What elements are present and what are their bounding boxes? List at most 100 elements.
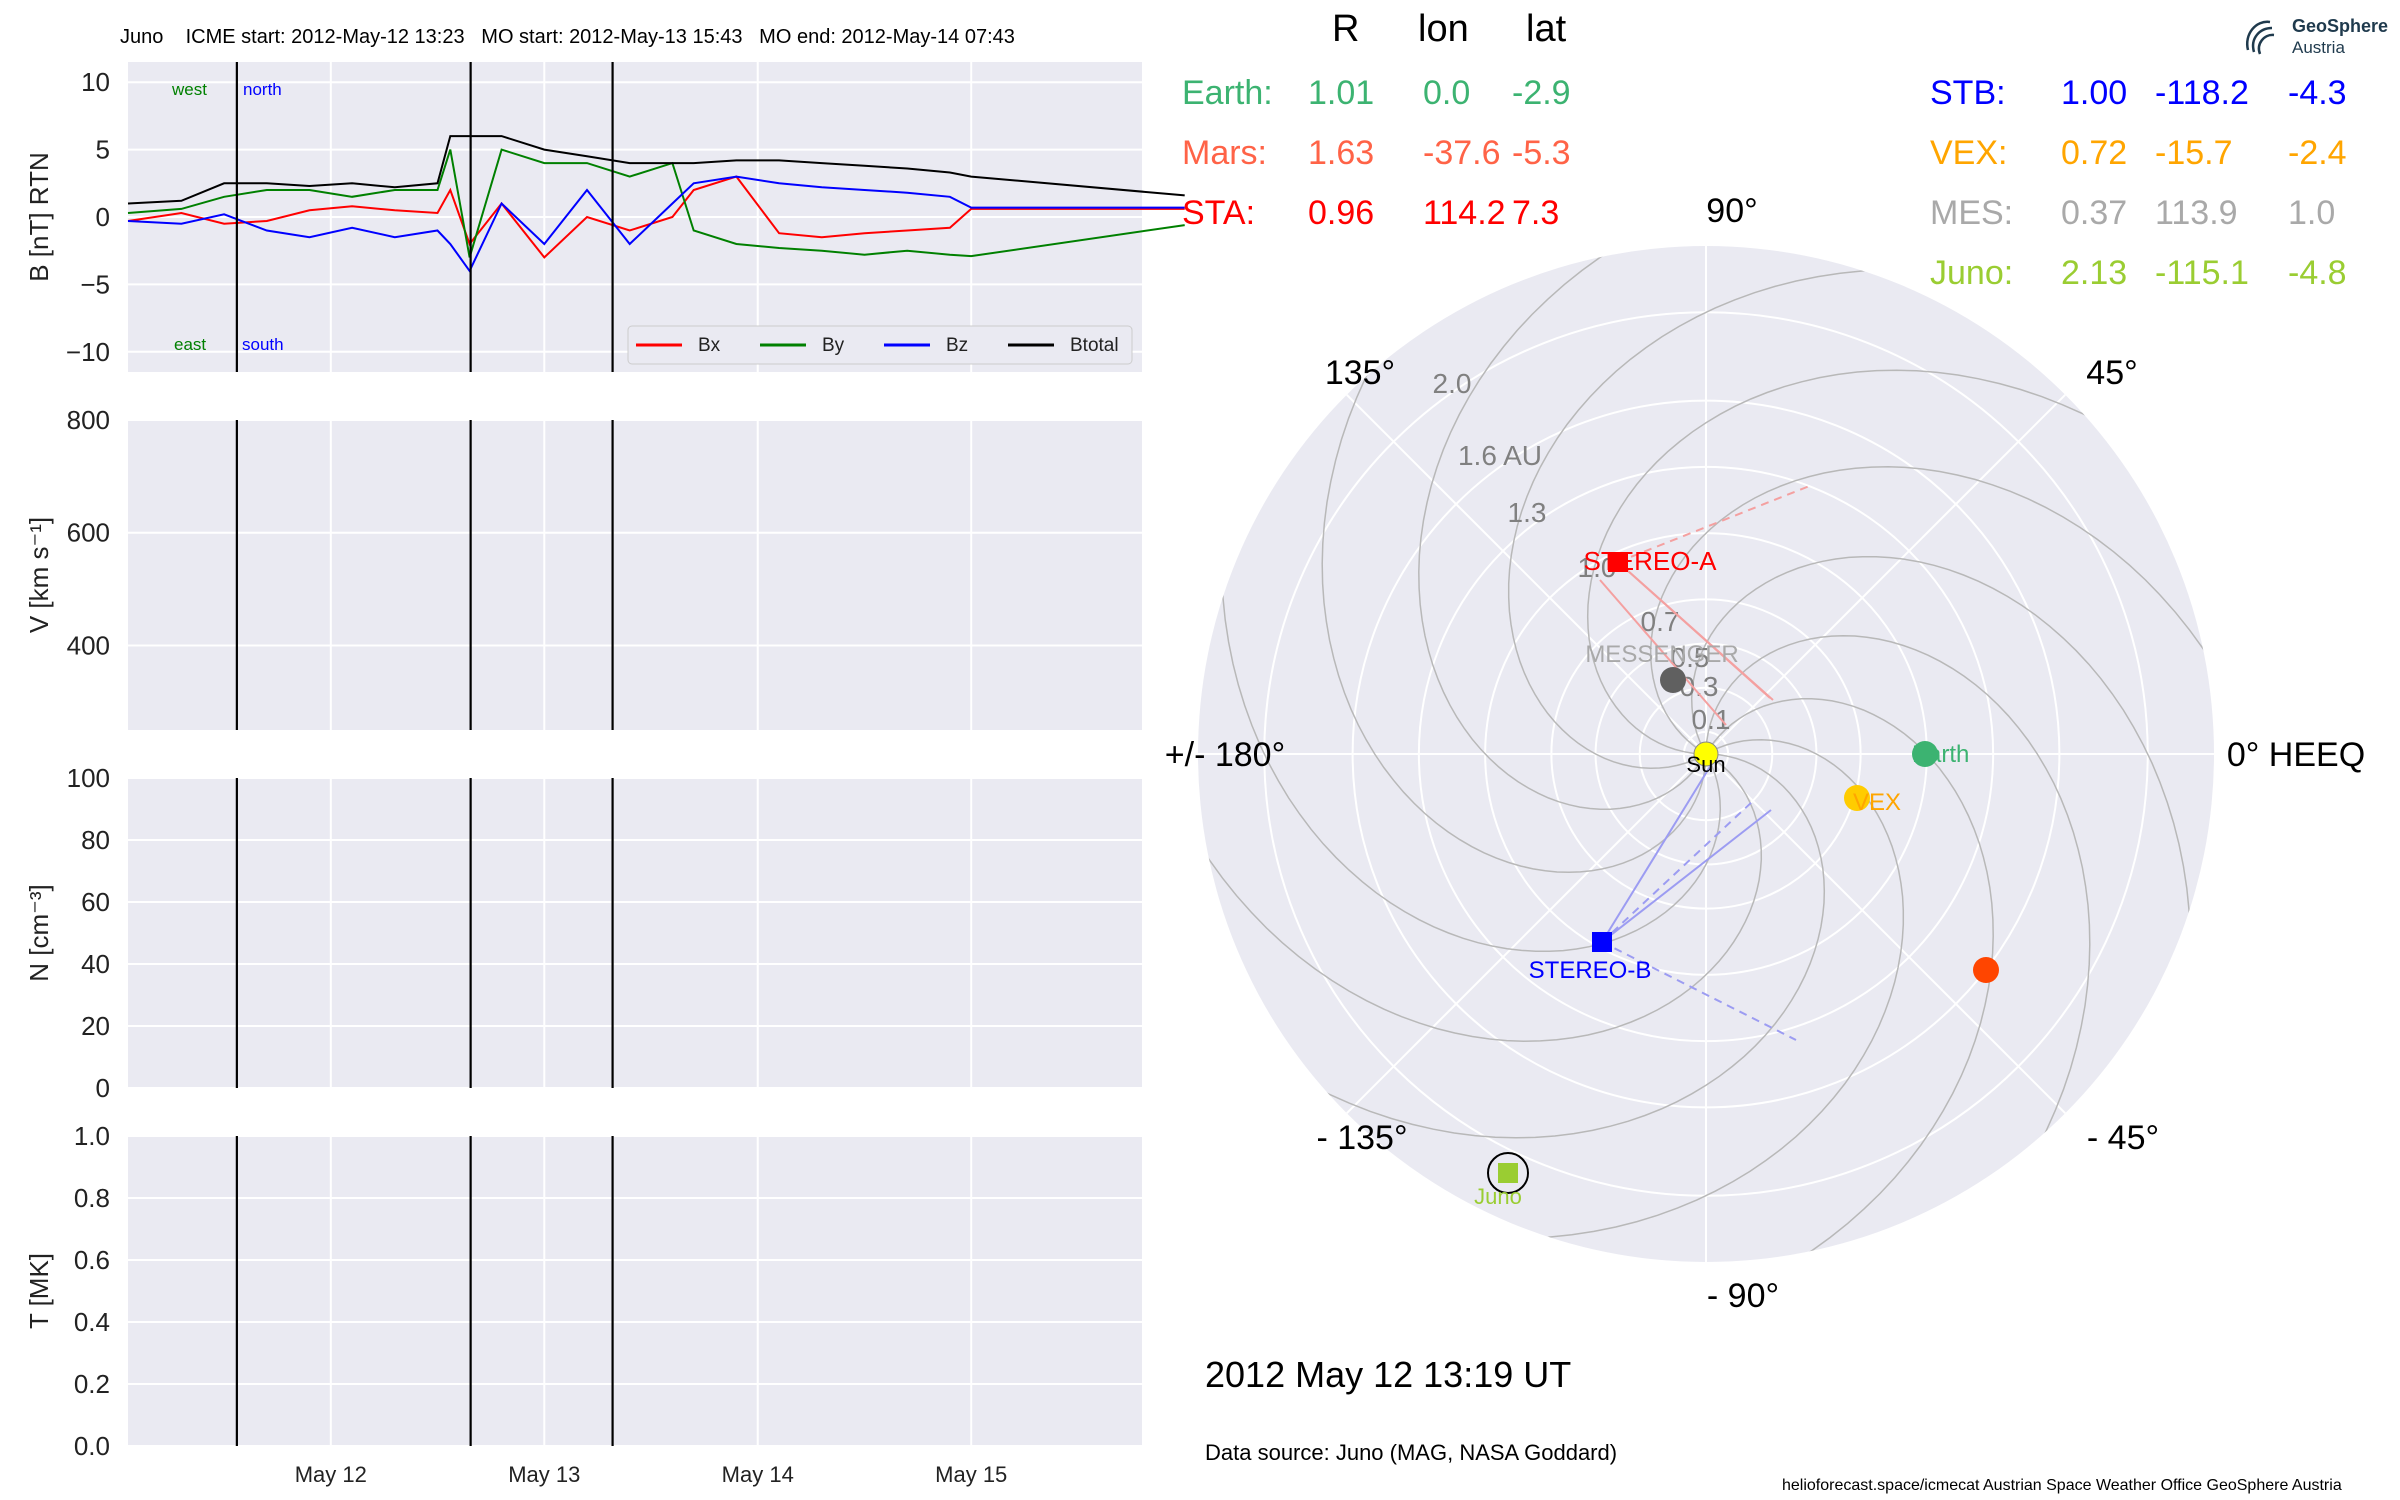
y-tick-label: 100 [67, 763, 110, 793]
series-line-bx [127, 175, 1185, 259]
pos-left-r: 0.96 [1308, 194, 1375, 232]
x-tick-label: May 15 [935, 1462, 1007, 1487]
pos-left-lat: 7.3 [1512, 194, 1560, 232]
body-marker-sun [1693, 741, 1719, 767]
series-line-by [127, 148, 1185, 258]
y-tick-label: 0.2 [74, 1369, 110, 1399]
y-tick-label: 0.0 [74, 1431, 110, 1461]
angle-label: 45° [2086, 354, 2137, 392]
panel-4: 1.0 0.8 0.6 0.4 0.2 0.0 T [MK] [24, 1121, 1142, 1461]
y-tick-label: 0.4 [74, 1307, 110, 1337]
cme-direction-line [1617, 484, 1813, 563]
panel-background [128, 778, 1142, 1088]
panel-background [128, 420, 1142, 730]
angle-label: +/- 180° [1165, 736, 1285, 774]
series-line-btotal [127, 135, 1185, 205]
y-tick-label: 40 [81, 949, 110, 979]
y-tick-label: 20 [81, 1011, 110, 1041]
data-source: Data source: Juno (MAG, NASA Goddard) [1205, 1440, 1618, 1465]
y-tick-label: 60 [81, 887, 110, 917]
pos-right-lon: -115.1 [2155, 254, 2249, 292]
panel-3: 100 80 60 40 20 0 N [cm⁻³] [24, 763, 1142, 1103]
pos-right-lat: -2.4 [2288, 134, 2347, 172]
parker-spiral-line [1507, 268, 1958, 770]
parker-spiral-line [1707, 697, 1994, 1262]
parker-spiral-line [1220, 502, 1722, 953]
pos-right-name: STB: [1930, 74, 2006, 112]
header-lon: lon [1418, 8, 1469, 50]
body-label-stereo-a: STEREO-A [1584, 546, 1718, 576]
cme-direction-line [1601, 764, 1712, 943]
parker-spirals [1198, 246, 2214, 1262]
annotation-bottom_left: east [174, 335, 206, 354]
radial-tick-label: 2.0 [1433, 368, 1472, 399]
y-axis-label: V [km s⁻¹] [24, 517, 54, 633]
body-label-earth: Earth [1912, 741, 1969, 768]
x-tick-label: May 14 [722, 1462, 794, 1487]
x-tick-label: May 12 [295, 1462, 367, 1487]
parker-spiral-line [1454, 738, 1905, 1240]
x-tick-label: May 13 [508, 1462, 580, 1487]
y-tick-label: 5 [96, 135, 110, 165]
pos-right-r: 0.72 [2061, 134, 2128, 172]
body-marker-mars [1973, 957, 1999, 983]
angle-label: 90° [1706, 192, 1757, 230]
y-tick-label: 600 [67, 518, 110, 548]
pos-right-r: 0.37 [2061, 194, 2128, 232]
panel-2: 800 600 400 V [km s⁻¹] [24, 405, 1142, 730]
pos-left-r: 1.63 [1308, 134, 1375, 172]
body-label-stereo-b: STEREO-B [1529, 957, 1652, 984]
legend: Bx By Bz Btotal [627, 325, 1133, 365]
y-tick-label: 0.6 [74, 1245, 110, 1275]
legend-label: Bx [698, 335, 721, 356]
angular-gridline [1346, 394, 1707, 755]
logo-sub: Austria [2292, 38, 2345, 57]
body-label-vex: VEX [1853, 789, 1901, 816]
parker-spiral-line [1649, 466, 2214, 753]
parker-spiral-line [1705, 634, 2091, 1214]
pos-right-lon: -118.2 [2155, 74, 2249, 112]
date-label: 2012 May 12 13:19 UT [1205, 1354, 1572, 1395]
angular-gridline [1346, 753, 1707, 1114]
annotation-bottom_right: south [242, 335, 284, 354]
legend-label: Bz [946, 335, 968, 356]
pos-left-name: Earth: [1182, 74, 1273, 112]
angle-label: - 90° [1707, 1277, 1779, 1315]
y-tick-label: 80 [81, 825, 110, 855]
cme-direction-line [1601, 799, 1755, 943]
pos-left-name: STA: [1182, 194, 1256, 232]
body-label-messenger: MESSENGER [1585, 641, 1738, 668]
pos-left-r: 1.01 [1308, 74, 1375, 112]
cme-direction-line [1599, 579, 1727, 726]
header-lat: lat [1526, 8, 1567, 50]
legend-label: Btotal [1070, 335, 1119, 356]
body-marker-earth [1912, 741, 1938, 767]
parker-spiral-line [1418, 246, 1705, 811]
pos-left-lat: -5.3 [1512, 134, 1571, 172]
y-tick-label: 0 [96, 1073, 110, 1103]
body-marker-vex [1844, 785, 1870, 811]
pos-left-name: Mars: [1182, 134, 1267, 172]
angle-label: - 45° [2087, 1119, 2159, 1157]
body-marker-stereo-a [1608, 552, 1628, 572]
y-tick-label: 0.8 [74, 1183, 110, 1213]
y-axis-label: B [nT] RTN [24, 152, 54, 282]
annotation-top_left: west [171, 80, 207, 99]
parker-spiral-line [1690, 555, 2192, 1006]
cme-direction-line [1617, 561, 1774, 701]
logo-name: GeoSphere [2292, 16, 2389, 36]
y-tick-label: 400 [67, 630, 110, 660]
pos-right-lat: -4.3 [2288, 74, 2347, 112]
pos-right-name: Juno: [1930, 254, 2014, 292]
y-tick-label: 800 [67, 405, 110, 435]
y-tick-label: 10 [81, 67, 110, 97]
parker-spiral-line [1198, 755, 1763, 1042]
panel-1: 10 5 0 −5 −10 B [nT] RTN [24, 62, 1185, 372]
body-label-sun: Sun [1686, 752, 1725, 777]
y-axis-label: N [cm⁻³] [24, 884, 54, 982]
footer: helioforecast.space/icmecat Austrian Spa… [1782, 1477, 2342, 1494]
legend-box [627, 325, 1133, 365]
logo-swirl-icon [2245, 20, 2275, 55]
geosphere-logo: GeoSphere Austria [2240, 14, 2390, 60]
